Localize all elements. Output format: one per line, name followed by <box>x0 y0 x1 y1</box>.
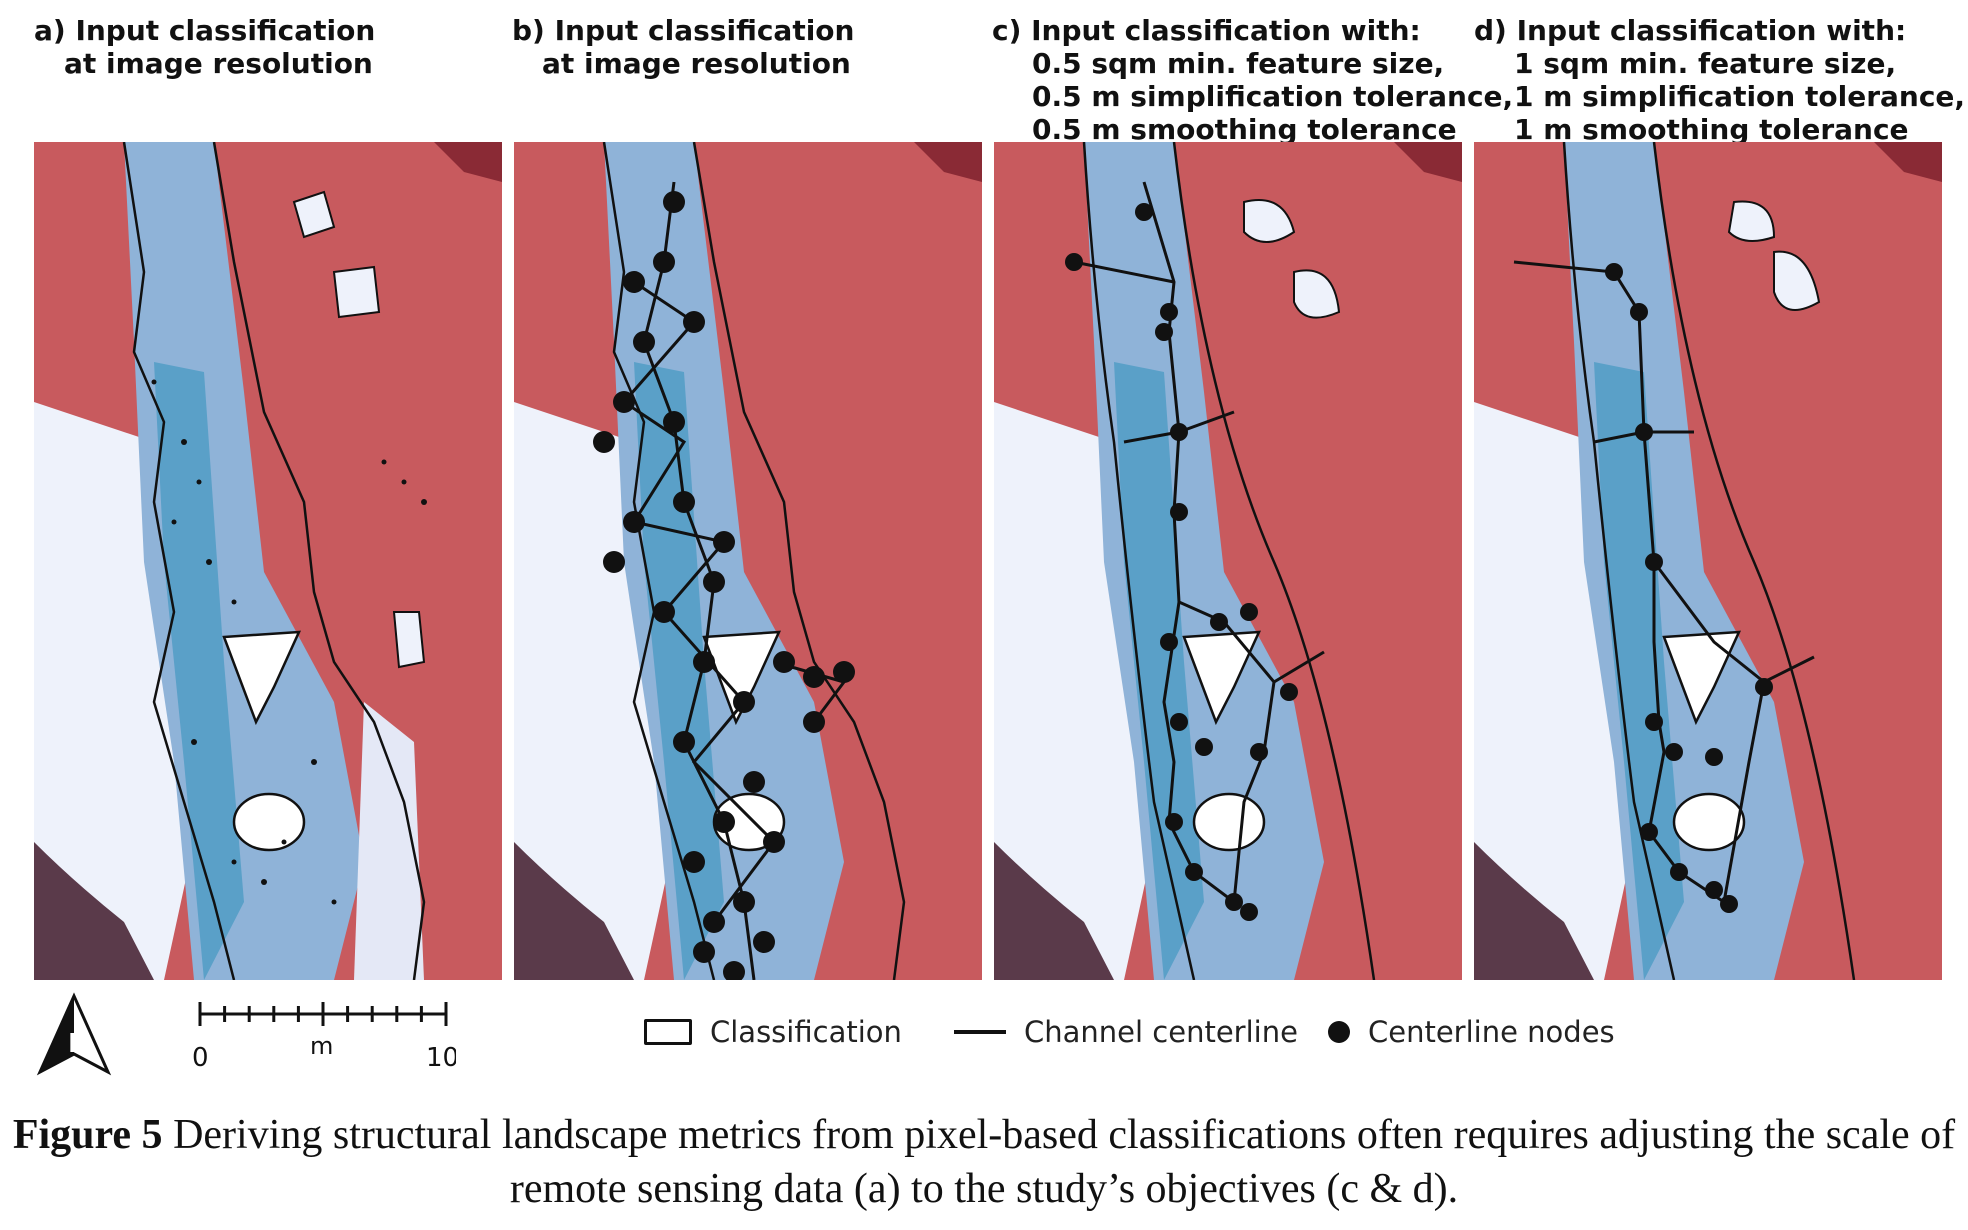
panel-title-d-line1: d) Input classification with: <box>1474 14 1907 47</box>
figure-caption-text: Deriving structural landscape metrics fr… <box>162 1112 1956 1212</box>
panel-title-d-line4: 1 m smoothing tolerance <box>1514 113 1909 146</box>
panel-title-b: b) Input classification at image resolut… <box>512 14 854 80</box>
north-arrow-label: N <box>68 1029 90 1059</box>
figure-label: Figure 5 <box>12 1112 163 1158</box>
panel-title-b-line1: b) Input classification <box>512 14 855 47</box>
scale-bar-end: 10 <box>426 1043 456 1073</box>
panel-title-a-line2: at image resolution <box>64 47 373 80</box>
figure-caption: Figure 5 Deriving structural landscape m… <box>0 1108 1968 1216</box>
map-image-a <box>34 142 502 980</box>
panel-title-c-line2: 0.5 sqm min. feature size, <box>1032 47 1445 80</box>
north-arrow-icon: N <box>34 992 114 1082</box>
legend-centerline: Channel centerline <box>954 1012 1298 1052</box>
legend-nodes-label: Centerline nodes <box>1368 1015 1615 1049</box>
panel-title-d-line3: 1 m simplification tolerance, <box>1514 80 1966 113</box>
map-image-d <box>1474 142 1942 980</box>
map-panel-a <box>34 142 502 980</box>
panel-title-c: c) Input classification with: 0.5 sqm mi… <box>992 14 1513 146</box>
scale-bar-start: 0 <box>192 1043 209 1073</box>
legend-classification: Classification <box>644 1012 902 1052</box>
panel-title-c-line4: 0.5 m smoothing tolerance <box>1032 113 1457 146</box>
centerline-symbol-icon <box>954 1030 1006 1034</box>
map-panel-b <box>514 142 982 980</box>
panel-title-d-line2: 1 sqm min. feature size, <box>1514 47 1897 80</box>
panel-title-d: d) Input classification with: 1 sqm min.… <box>1474 14 1965 146</box>
panel-title-c-line1: c) Input classification with: <box>992 14 1421 47</box>
panel-title-a-line1: a) Input classification <box>34 14 376 47</box>
legend-classification-label: Classification <box>710 1015 902 1049</box>
map-panel-d <box>1474 142 1942 980</box>
legend-nodes: Centerline nodes <box>1328 1012 1615 1052</box>
panel-title-c-line3: 0.5 m simplification tolerance, <box>1032 80 1514 113</box>
panel-title-b-line2: at image resolution <box>542 47 851 80</box>
map-image-b <box>514 142 982 980</box>
legend-centerline-label: Channel centerline <box>1024 1015 1298 1049</box>
map-image-c <box>994 142 1462 980</box>
scale-bar-unit: m <box>310 1032 333 1060</box>
node-symbol-icon <box>1328 1021 1350 1043</box>
classification-symbol-icon <box>644 1019 692 1045</box>
map-panel-c <box>994 142 1462 980</box>
panel-title-a: a) Input classification at image resolut… <box>34 14 375 80</box>
scale-bar: 0 m 10 <box>186 998 459 1078</box>
